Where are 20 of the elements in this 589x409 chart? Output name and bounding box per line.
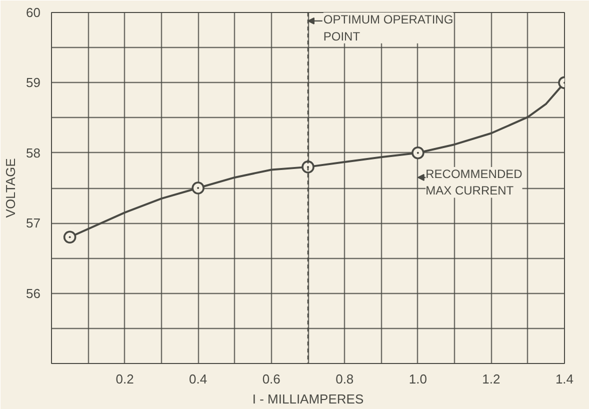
ref-line-label: OPTIMUM OPERATING POINT (323, 12, 454, 44)
point (192, 182, 204, 194)
x-tick-label: 1.0 (408, 372, 427, 386)
y-tick-label: 60 (26, 5, 41, 20)
point (302, 160, 314, 174)
y-axis-title: VOLTAGE (3, 158, 18, 218)
x-axis-title: I - MILLIAMPERES (252, 392, 364, 406)
point (63, 230, 76, 244)
x-tick-label: 0.6 (262, 372, 280, 386)
y-tick-label: 58 (26, 145, 41, 160)
x-tick-label: 0.2 (116, 372, 134, 386)
point (412, 146, 424, 160)
annotation: RECOMMENDED MAX CURRENT (426, 166, 523, 198)
x-tick-label: 1.2 (482, 372, 500, 386)
y-tick-label: 57 (26, 216, 41, 231)
x-tick-label: 1.4 (555, 372, 574, 386)
y-tick-label: 56 (26, 286, 41, 301)
x-tick-label: 0.4 (189, 372, 208, 386)
y-tick-label: 59 (26, 75, 41, 90)
x-tick-label: 0.8 (336, 372, 354, 386)
